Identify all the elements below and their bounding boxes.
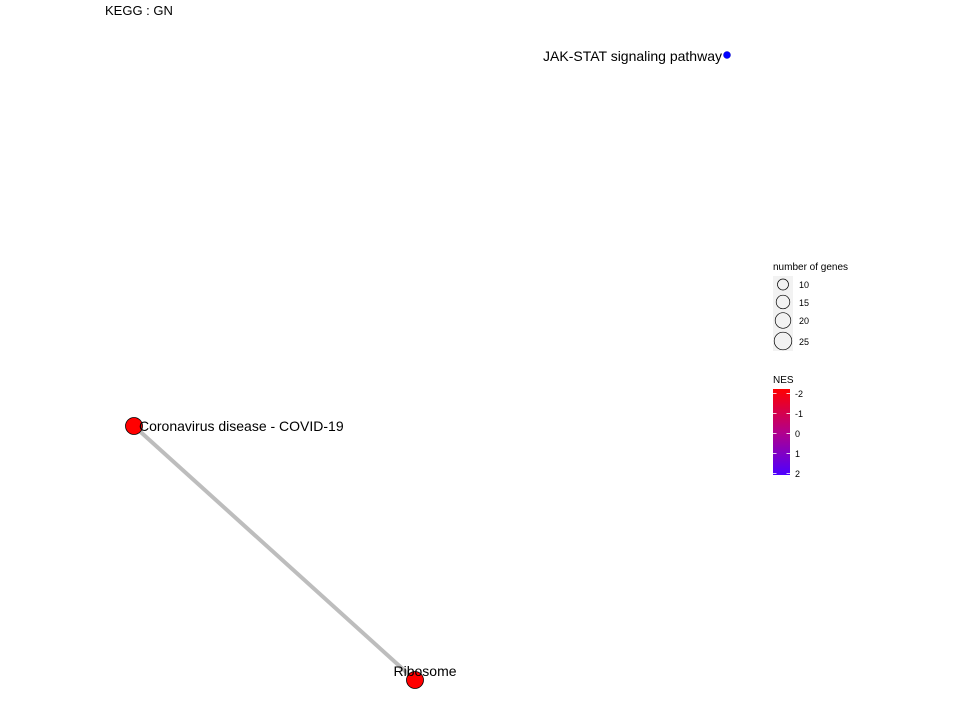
size-legend-label-15: 15	[799, 298, 809, 308]
size-legend-circle-10	[777, 278, 789, 291]
size-legend-circle-20	[774, 312, 792, 329]
nes-tick-label-1: 1	[795, 449, 800, 459]
size-legend-label-10: 10	[799, 280, 809, 290]
plot-title: KEGG : GN	[105, 3, 173, 18]
edge-layer	[132, 424, 417, 682]
nes-tick-label-neg1: -1	[795, 409, 803, 419]
node-jak-stat[interactable]	[723, 51, 731, 59]
nes-tick-label-2: 2	[795, 469, 800, 479]
node-label-jak-stat: JAK-STAT signaling pathway	[543, 48, 722, 64]
nes-legend: NES -2 -1 0 1 2	[773, 375, 803, 479]
size-legend-label-20: 20	[799, 316, 809, 326]
size-legend-circle-25	[773, 331, 793, 351]
node-layer	[125, 51, 731, 689]
nes-tick-label-0: 0	[795, 429, 800, 439]
size-legend-circle-15	[775, 294, 791, 310]
node-label-ribosome: Ribosome	[393, 663, 456, 679]
nes-tick-label-neg2: -2	[795, 389, 803, 399]
edge-covid-ribosome	[132, 424, 417, 682]
nes-legend-title: NES	[773, 375, 794, 386]
node-ribosome[interactable]	[406, 671, 424, 689]
nes-colorbar-ticks	[773, 393, 790, 474]
node-covid[interactable]	[125, 417, 143, 435]
node-label-covid: Coronavirus disease - COVID-19	[139, 418, 344, 434]
size-legend-title: number of genes	[773, 262, 848, 273]
label-layer: JAK-STAT signaling pathway Coronavirus d…	[139, 48, 722, 679]
size-legend: number of genes 10 15 20 25	[773, 262, 848, 351]
size-legend-label-25: 25	[799, 337, 809, 347]
size-legend-key-bg	[773, 276, 793, 351]
nes-colorbar	[773, 389, 790, 475]
